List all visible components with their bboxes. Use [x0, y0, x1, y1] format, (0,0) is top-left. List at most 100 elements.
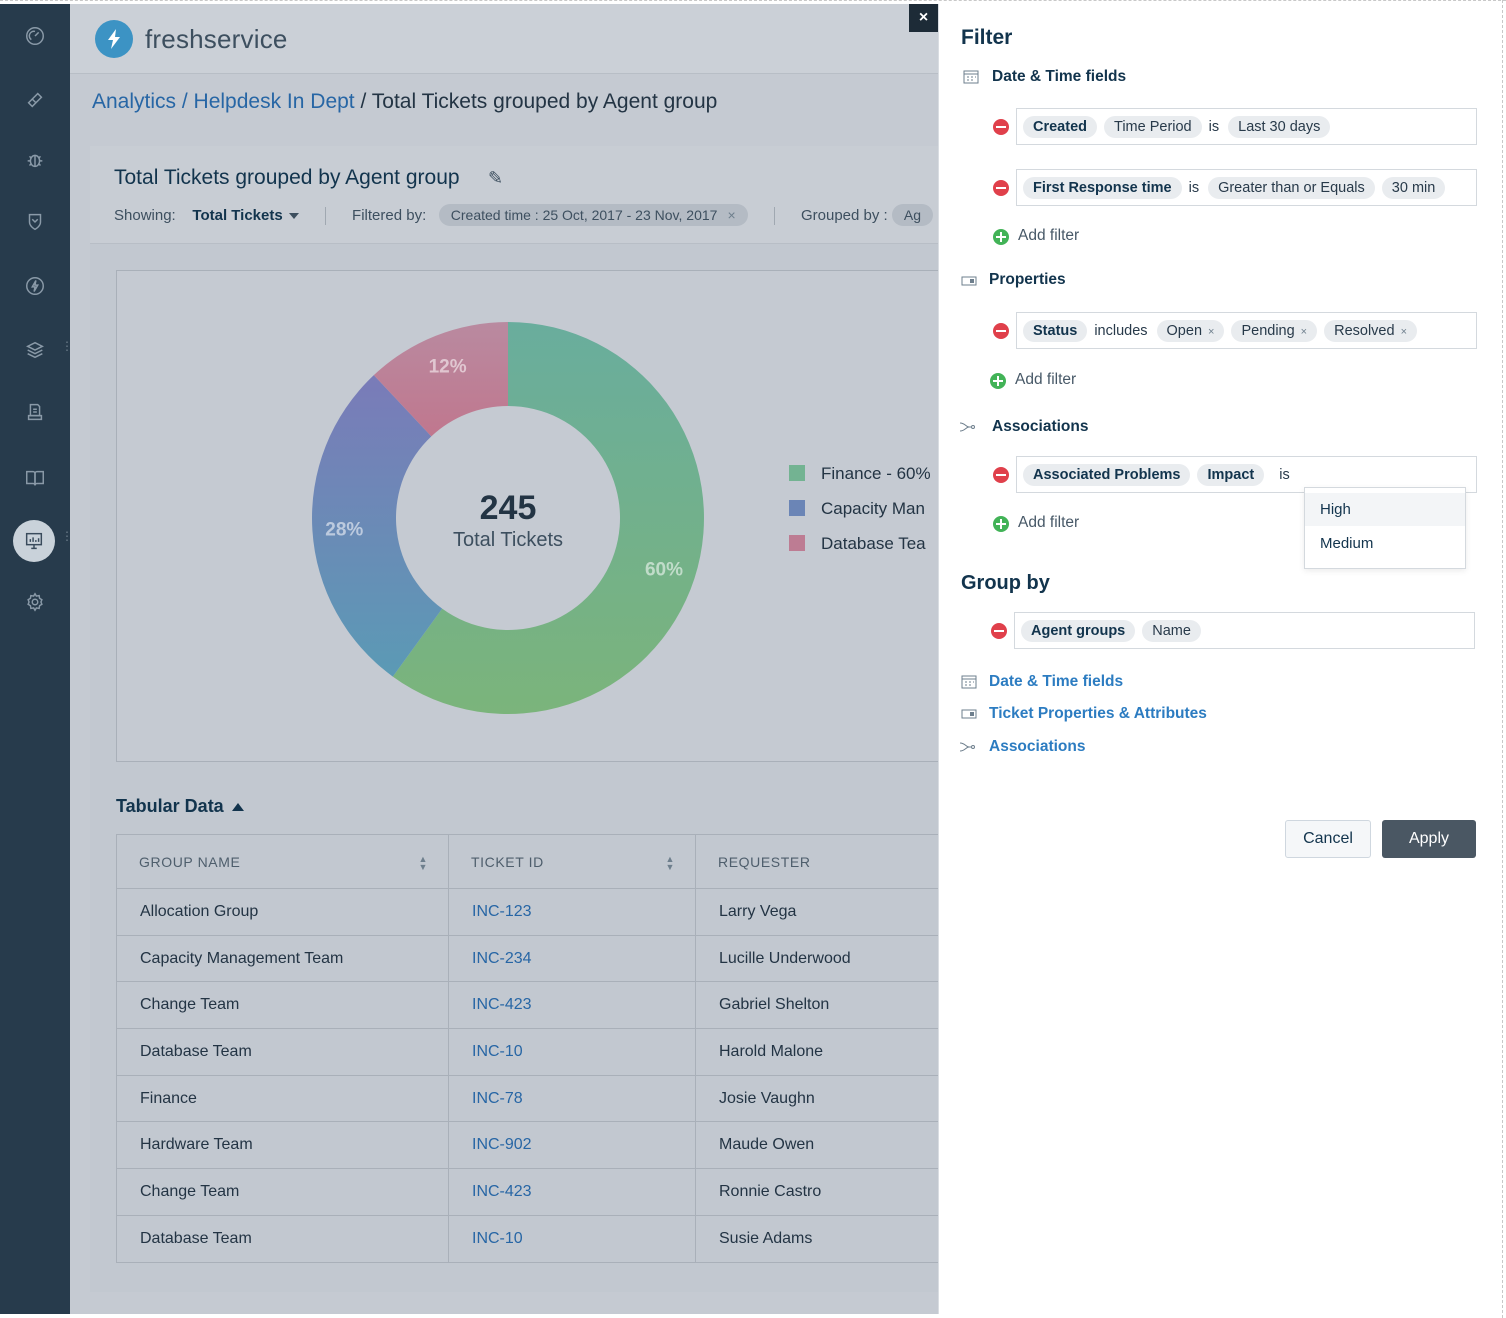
table-row[interactable]: Change Team INC-423 Gabriel Shelton [116, 981, 938, 1030]
contracts-icon[interactable] [17, 394, 53, 430]
donut-slice-database-team[interactable] [373, 322, 508, 437]
cancel-button[interactable]: Cancel [1285, 820, 1371, 858]
solutions-book-icon[interactable] [17, 460, 53, 496]
dropdown-option-high[interactable]: High [1305, 493, 1465, 526]
table-row[interactable]: Finance INC-78 Josie Vaughn [116, 1074, 938, 1123]
remove-rule-icon[interactable] [993, 323, 1009, 339]
table-row[interactable]: Database Team INC-10 Harold Malone [116, 1028, 938, 1076]
remove-chip-icon[interactable]: × [1400, 325, 1407, 338]
rule-field-chip[interactable]: First Response time [1023, 176, 1182, 199]
table-row[interactable]: Capacity Management Team INC-234 Lucille U… [116, 934, 938, 983]
status-chip-open[interactable]: Open × [1156, 319, 1225, 342]
caret-down-icon [288, 213, 299, 220]
sort-icon[interactable]: ▲ ▼ [418, 854, 428, 872]
properties-section-title: Properties [989, 271, 1066, 288]
donut-slice-finance[interactable] [392, 322, 704, 714]
admin-gear-icon[interactable] [17, 584, 53, 620]
remove-filter-icon[interactable]: × [727, 207, 736, 223]
changes-shield-icon[interactable] [17, 204, 53, 240]
tabular-data-toggle[interactable]: Tabular Data [116, 796, 244, 817]
rule-value-chip[interactable]: Last 30 days [1228, 115, 1331, 138]
remove-rule-icon[interactable] [993, 180, 1009, 196]
link-date-time-fields[interactable]: Date & Time fields [989, 673, 1124, 690]
table-row[interactable]: Database Team INC-10 Susie Adams [116, 1214, 938, 1263]
divider [324, 207, 326, 226]
status-chip-resolved[interactable]: Resolved × [1324, 319, 1417, 342]
showing-dropdown[interactable]: Total Tickets [192, 207, 299, 224]
tickets-icon[interactable] [17, 82, 53, 118]
filter-rule-associated-problems[interactable]: Associated Problems Impact is [1016, 456, 1477, 493]
group-sub-chip[interactable]: Name [1142, 619, 1201, 642]
table-row[interactable]: Change Team INC-423 Ronnie Castro [116, 1168, 938, 1216]
apply-button[interactable]: Apply [1382, 820, 1476, 858]
remove-group-icon[interactable] [991, 623, 1007, 639]
cell-ticket-id[interactable]: INC-423 [448, 981, 696, 1030]
breadcrumb-helpdesk[interactable]: Helpdesk In Dept [193, 90, 355, 113]
sort-icon[interactable]: ▲ ▼ [665, 854, 675, 872]
rule-field-chip[interactable]: Associated Problems [1023, 463, 1191, 486]
breadcrumb-analytics[interactable]: Analytics [92, 90, 177, 113]
table-row[interactable]: Allocation Group INC-123 Larry Vega [116, 888, 938, 936]
cell-ticket-id[interactable]: INC-10 [448, 1028, 696, 1076]
remove-rule-icon[interactable] [993, 467, 1009, 483]
analytics-icon[interactable] [13, 520, 55, 562]
dropdown-option-medium[interactable]: Medium [1320, 535, 1374, 552]
add-filter-button[interactable]: Add filter [1018, 514, 1080, 531]
status-chip-pending[interactable]: Pending × [1231, 319, 1318, 342]
add-filter-button[interactable]: Add filter [1015, 371, 1077, 388]
cell-ticket-id[interactable]: INC-78 [448, 1074, 696, 1123]
add-filter-icon[interactable] [993, 229, 1009, 245]
breadcrumb: Analytics / Helpdesk In Dept / Total Tic… [92, 90, 717, 114]
legend-item-capacity[interactable]: Capacity Man [789, 499, 925, 519]
legend-item-finance[interactable]: Finance - 60% [789, 464, 931, 484]
problems-bug-icon[interactable] [17, 142, 53, 178]
link-associations[interactable]: Associations [989, 738, 1086, 755]
remove-rule-icon[interactable] [993, 119, 1009, 135]
column-header-group-name[interactable]: GROUP NAME ▲ ▼ [116, 834, 449, 889]
add-filter-icon[interactable] [993, 516, 1009, 532]
rule-sub-chip[interactable]: Time Period [1104, 115, 1202, 138]
cell-ticket-id[interactable]: INC-423 [448, 1168, 696, 1216]
legend-item-database[interactable]: Database Tea [789, 534, 926, 554]
filter-rule-status[interactable]: Status includes Open × Pending × Resolved × [1016, 312, 1477, 349]
column-header-ticket-id[interactable]: TICKET ID ▲ ▼ [448, 834, 696, 889]
cell-ticket-id[interactable]: INC-234 [448, 934, 696, 983]
rule-value-chip[interactable]: Greater than or Equals [1208, 176, 1375, 199]
grouped-pill[interactable]: Ag [891, 204, 933, 226]
cell-ticket-id[interactable]: INC-10 [448, 1214, 696, 1263]
rule-value-chip[interactable]: 30 min [1381, 176, 1446, 199]
add-filter-button[interactable]: Add filter [1018, 227, 1080, 244]
frame-border-top [0, 0, 1506, 4]
top-header: freshservice [70, 4, 938, 74]
donut-slice-capacity-management-team[interactable] [312, 375, 443, 677]
column-header-requester[interactable]: REQUESTER [695, 834, 938, 889]
rule-sub-chip[interactable]: Impact [1197, 463, 1265, 486]
group-by-rule[interactable]: Agent groups Name [1014, 612, 1475, 649]
assets-layers-icon[interactable] [17, 332, 53, 368]
filter-pill[interactable]: Created time : 25 Oct, 2017 - 23 Nov, 20… [438, 204, 748, 226]
link-ticket-properties[interactable]: Ticket Properties & Attributes [989, 705, 1207, 722]
cell-requester: Lucille Underwood [695, 934, 938, 983]
calendar-icon [963, 70, 979, 84]
slice-percent-label: 60% [645, 560, 683, 581]
properties-icon [961, 709, 977, 719]
cell-ticket-id[interactable]: INC-902 [448, 1121, 696, 1170]
releases-bolt-icon[interactable] [17, 268, 53, 304]
remove-chip-icon[interactable]: × [1208, 325, 1215, 338]
filtered-label: Filtered by: [352, 207, 427, 224]
rule-field-chip[interactable]: Created [1023, 115, 1097, 138]
group-field-chip[interactable]: Agent groups [1021, 619, 1136, 642]
remove-chip-icon[interactable]: × [1300, 325, 1308, 338]
main-content: freshservice Analytics / Helpdesk In Dep… [70, 4, 938, 1314]
freshservice-logo-icon[interactable] [95, 20, 133, 58]
cell-ticket-id[interactable]: INC-123 [448, 888, 696, 936]
table-row[interactable]: Hardware Team INC-902 Maude Owen [116, 1121, 938, 1170]
close-panel-button[interactable]: × [909, 4, 938, 32]
rule-operator: is [1279, 466, 1290, 483]
rule-field-chip[interactable]: Status [1023, 319, 1088, 342]
add-filter-icon[interactable] [990, 373, 1006, 389]
edit-pencil-icon[interactable]: ✎ [488, 168, 504, 188]
dashboard-icon[interactable] [17, 18, 53, 54]
filter-rule-created[interactable]: Created Time Period is Last 30 days [1016, 108, 1477, 145]
filter-rule-first-response[interactable]: First Response time is Greater than or E… [1016, 169, 1477, 206]
